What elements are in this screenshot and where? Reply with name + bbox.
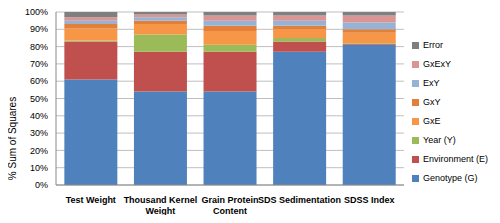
svg-text:90%: 90% xyxy=(30,24,48,34)
html-text:GxE: GxE xyxy=(423,116,441,126)
svg-text:Grain ProteinContent: Grain ProteinContent xyxy=(201,195,258,215)
svg-text:20%: 20% xyxy=(30,146,48,156)
svg-text:80%: 80% xyxy=(30,42,48,52)
svg-text:70%: 70% xyxy=(30,59,48,69)
svg-text:Thousand KernelWeight: Thousand KernelWeight xyxy=(124,195,198,215)
html-text:Error: Error xyxy=(423,40,443,50)
svg-text:100%: 100% xyxy=(25,8,48,17)
svg-text:0%: 0% xyxy=(35,180,48,190)
svg-text:SDS Sedimentation: SDS Sedimentation xyxy=(258,195,341,205)
svg-text:SDSS Index: SDSS Index xyxy=(344,195,395,205)
svg-text:60%: 60% xyxy=(30,76,48,86)
svg-text:50%: 50% xyxy=(30,94,48,104)
svg-text:Test Weight: Test Weight xyxy=(66,195,116,205)
svg-text:30%: 30% xyxy=(30,128,48,138)
svg-text:40%: 40% xyxy=(30,111,48,121)
html-text:Environment (E): Environment (E) xyxy=(423,154,488,164)
html-text:GxExY: GxExY xyxy=(423,59,451,69)
html-text:GxY: GxY xyxy=(423,97,441,107)
svg-text:10%: 10% xyxy=(30,163,48,173)
html-text:Genotype (G): Genotype (G) xyxy=(423,173,478,183)
html-text:ExY: ExY xyxy=(423,78,440,88)
svg-text:% Sum of Squares: % Sum of Squares xyxy=(8,97,18,180)
html-text:Year (Y): Year (Y) xyxy=(423,135,456,145)
